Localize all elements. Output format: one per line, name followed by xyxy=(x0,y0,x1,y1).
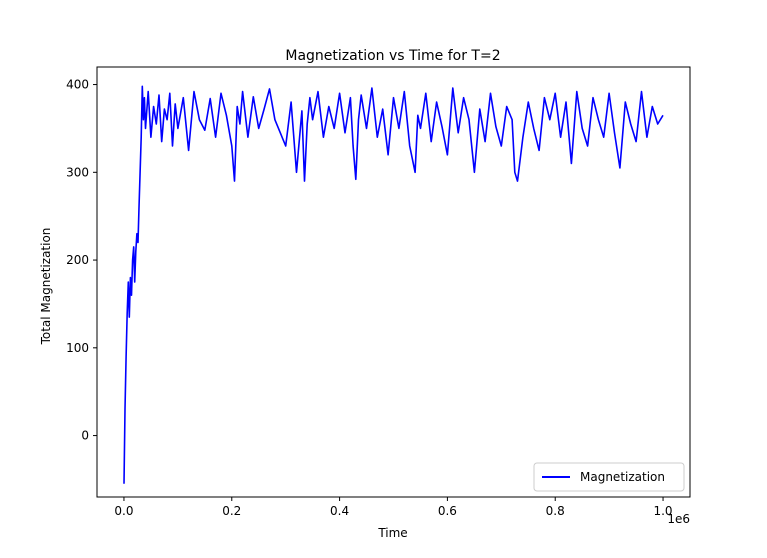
legend: Magnetization xyxy=(533,462,685,492)
x-tick-label: 0.2 xyxy=(222,504,241,518)
legend-box xyxy=(533,462,685,492)
plot-frame xyxy=(96,66,691,498)
y-tick-label: 300 xyxy=(66,165,89,179)
x-tick-label: 1.0 xyxy=(653,504,672,518)
y-tick-label: 400 xyxy=(66,78,89,92)
y-axis-label: Total Magnetization xyxy=(39,228,53,346)
x-tick-label: 0.0 xyxy=(114,504,133,518)
y-tick-label: 0 xyxy=(81,429,89,443)
x-tick-label: 0.8 xyxy=(546,504,565,518)
y-tick-label: 100 xyxy=(66,341,89,355)
y-axis: 0 100 200 300 400 xyxy=(66,78,97,443)
chart-title: Magnetization vs Time for T=2 xyxy=(285,48,500,64)
y-tick-label: 200 xyxy=(66,253,89,267)
legend-label: Magnetization xyxy=(580,470,665,484)
x-tick-label: 0.6 xyxy=(438,504,457,518)
x-axis-scale-label: 1e6 xyxy=(667,512,690,526)
x-tick-label: 0.4 xyxy=(330,504,349,518)
x-axis: 0.0 0.2 0.4 0.6 0.8 1.0 xyxy=(114,497,673,518)
x-axis-label: Time xyxy=(377,526,407,540)
series-line-0 xyxy=(123,85,664,484)
plot-area xyxy=(96,66,691,498)
